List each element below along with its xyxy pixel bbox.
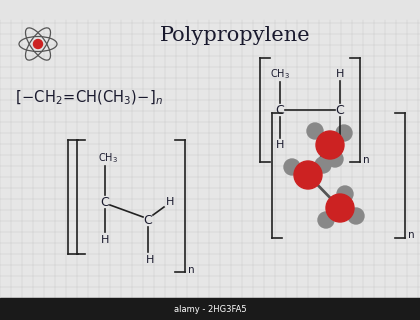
Text: C: C: [276, 103, 284, 116]
Circle shape: [315, 157, 331, 173]
Text: C: C: [336, 103, 344, 116]
Circle shape: [327, 151, 343, 167]
Circle shape: [307, 123, 323, 139]
Text: alamy - 2HG3FA5: alamy - 2HG3FA5: [174, 305, 246, 314]
Text: H: H: [336, 69, 344, 79]
Text: H: H: [166, 197, 174, 207]
Circle shape: [318, 212, 334, 228]
Text: n: n: [363, 155, 370, 165]
Text: C: C: [101, 196, 109, 209]
Circle shape: [348, 208, 364, 224]
Circle shape: [337, 186, 353, 202]
Text: Polypropylene: Polypropylene: [160, 26, 310, 45]
Text: H: H: [146, 255, 154, 265]
Circle shape: [284, 159, 300, 175]
Circle shape: [294, 161, 322, 189]
Text: $\mathrm{CH_3}$: $\mathrm{CH_3}$: [270, 67, 290, 81]
Text: n: n: [408, 230, 415, 240]
Text: $\mathrm{CH_3}$: $\mathrm{CH_3}$: [98, 151, 118, 165]
Circle shape: [34, 39, 42, 49]
Text: $[\!-\!\mathrm{CH_2}\!=\!\mathrm{CH(CH_3)}\!-\!]_n$: $[\!-\!\mathrm{CH_2}\!=\!\mathrm{CH(CH_3…: [15, 89, 163, 107]
Circle shape: [326, 194, 354, 222]
Bar: [0, 298, 420, 320]
Text: H: H: [336, 140, 344, 150]
Circle shape: [336, 125, 352, 141]
Text: H: H: [276, 140, 284, 150]
Text: H: H: [101, 235, 109, 245]
Circle shape: [316, 131, 344, 159]
Text: n: n: [188, 265, 194, 275]
Text: C: C: [144, 213, 152, 227]
